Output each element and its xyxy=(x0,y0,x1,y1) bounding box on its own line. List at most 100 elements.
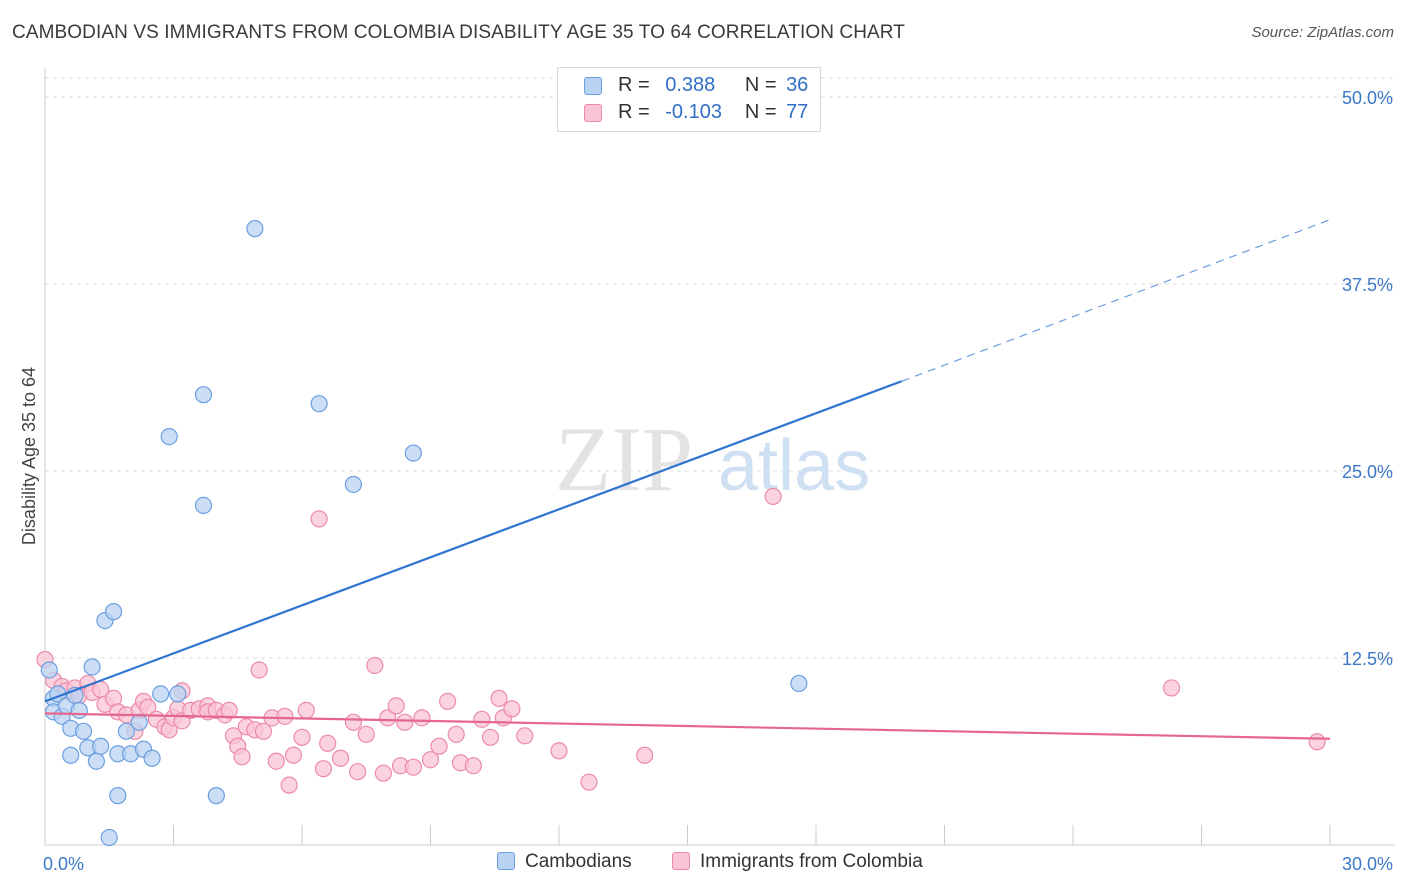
bottom-legend-cambodians: Cambodians xyxy=(497,851,632,873)
chart-title: CAMBODIAN VS IMMIGRANTS FROM COLOMBIA DI… xyxy=(12,22,905,43)
data-point-colombia xyxy=(387,697,405,715)
data-point-cambodian xyxy=(143,749,161,767)
data-point-colombia xyxy=(284,746,303,764)
data-point-colombia xyxy=(374,764,392,782)
bottom-legend-swatch-pink xyxy=(672,852,690,870)
data-point-cambodian xyxy=(62,746,80,764)
data-point-colombia xyxy=(220,701,238,719)
legend: R = 0.388 N = 36 R = -0.103 N = 77 xyxy=(557,67,821,132)
legend-n-label: N = xyxy=(744,74,777,96)
data-point-cambodian xyxy=(169,685,187,703)
data-point-colombia xyxy=(481,728,500,746)
data-point-cambodian xyxy=(130,713,148,731)
legend-swatch-blue xyxy=(584,77,602,95)
data-point-colombia xyxy=(276,707,294,725)
data-point-cambodian xyxy=(194,386,213,404)
data-point-cambodian xyxy=(40,661,58,679)
data-point-cambodian xyxy=(790,674,808,693)
series-immigrants-from-colombia xyxy=(36,487,1326,794)
data-point-colombia xyxy=(447,725,465,743)
data-point-cambodian xyxy=(117,722,135,740)
data-point-colombia xyxy=(636,746,654,764)
data-point-colombia xyxy=(267,752,285,770)
data-point-colombia xyxy=(516,727,534,745)
data-point-colombia xyxy=(280,776,298,794)
series-cambodians xyxy=(40,220,808,847)
data-point-cambodian xyxy=(70,701,88,719)
data-point-cambodian xyxy=(109,787,127,805)
legend-n-value: 36 xyxy=(786,74,809,96)
data-point-colombia xyxy=(503,700,521,718)
data-point-cambodian xyxy=(207,787,225,805)
data-point-cambodian xyxy=(74,722,93,740)
axes xyxy=(44,68,1395,846)
data-point-colombia xyxy=(1308,733,1326,751)
data-point-colombia xyxy=(250,661,268,679)
bottom-legend-label-colombia: Immigrants from Colombia xyxy=(700,851,923,872)
data-point-colombia xyxy=(297,701,315,719)
data-point-cambodian xyxy=(310,395,328,413)
bottom-legend-swatch-blue xyxy=(497,852,515,870)
legend-r-label: R = xyxy=(618,74,650,96)
legend-swatch-pink xyxy=(584,104,602,122)
legend-n-label: N = xyxy=(744,101,777,123)
legend-r-value: 0.388 xyxy=(665,74,716,96)
data-point-cambodian xyxy=(100,828,118,847)
x-tick-label: 0.0% xyxy=(43,854,84,874)
trend-line-cambodians xyxy=(44,380,903,703)
data-point-cambodian xyxy=(87,752,106,770)
data-point-cambodian xyxy=(92,737,110,755)
data-point-cambodian xyxy=(83,658,101,676)
data-point-cambodian xyxy=(152,685,170,703)
bottom-legend-colombia: Immigrants from Colombia xyxy=(672,851,923,873)
data-point-colombia xyxy=(233,748,251,766)
trend-line-colombia xyxy=(44,712,1331,740)
bottom-legend-label-cambodians: Cambodians xyxy=(525,851,632,872)
data-point-colombia xyxy=(550,742,568,760)
trend-line-cambodians-extension xyxy=(901,219,1331,382)
legend-r-value: -0.103 xyxy=(665,101,722,123)
data-point-colombia xyxy=(404,758,422,776)
data-point-colombia xyxy=(357,725,375,743)
legend-n-value: 77 xyxy=(786,101,809,123)
y-tick-label: 12.5% xyxy=(1342,649,1393,669)
data-point-cambodian xyxy=(404,444,422,462)
y-tick-label: 37.5% xyxy=(1342,275,1393,295)
trend-lines xyxy=(44,219,1331,740)
tick-labels: 12.5% 25.0% 37.5% 50.0% 0.0% 30.0% xyxy=(43,88,1393,874)
data-point-colombia xyxy=(413,709,431,727)
data-point-colombia xyxy=(366,656,384,675)
data-point-cambodian xyxy=(194,496,213,515)
watermark-atlas: atlas xyxy=(718,426,870,506)
data-point-colombia xyxy=(490,689,508,707)
y-axis-label: Disability Age 35 to 64 xyxy=(19,367,39,545)
data-point-colombia xyxy=(764,487,782,506)
data-point-cambodian xyxy=(160,427,178,446)
data-point-colombia xyxy=(310,510,328,528)
data-point-cambodian xyxy=(344,475,362,494)
data-point-colombia xyxy=(319,734,337,752)
data-point-colombia xyxy=(464,757,482,775)
data-point-cambodian xyxy=(246,220,264,238)
data-point-colombia xyxy=(344,713,362,731)
data-point-colombia xyxy=(314,760,333,778)
y-tick-label: 50.0% xyxy=(1342,88,1393,108)
data-point-cambodian xyxy=(104,603,123,621)
y-tick-label: 25.0% xyxy=(1342,462,1393,482)
data-point-colombia xyxy=(1162,679,1181,697)
legend-r-label: R = xyxy=(618,101,650,123)
grid-lines xyxy=(45,77,1395,659)
data-point-colombia xyxy=(430,737,448,755)
data-point-colombia xyxy=(379,709,397,727)
data-point-colombia xyxy=(331,749,350,767)
data-point-colombia xyxy=(421,751,440,769)
x-tick-label: 30.0% xyxy=(1342,854,1393,874)
data-point-colombia xyxy=(473,710,491,728)
data-point-colombia xyxy=(349,763,367,781)
data-point-colombia xyxy=(396,713,414,731)
data-point-colombia xyxy=(254,722,273,740)
watermark-zip: ZIP xyxy=(555,408,693,510)
source-label: Source: ZipAtlas.com xyxy=(1251,24,1394,41)
data-point-colombia xyxy=(293,728,311,746)
